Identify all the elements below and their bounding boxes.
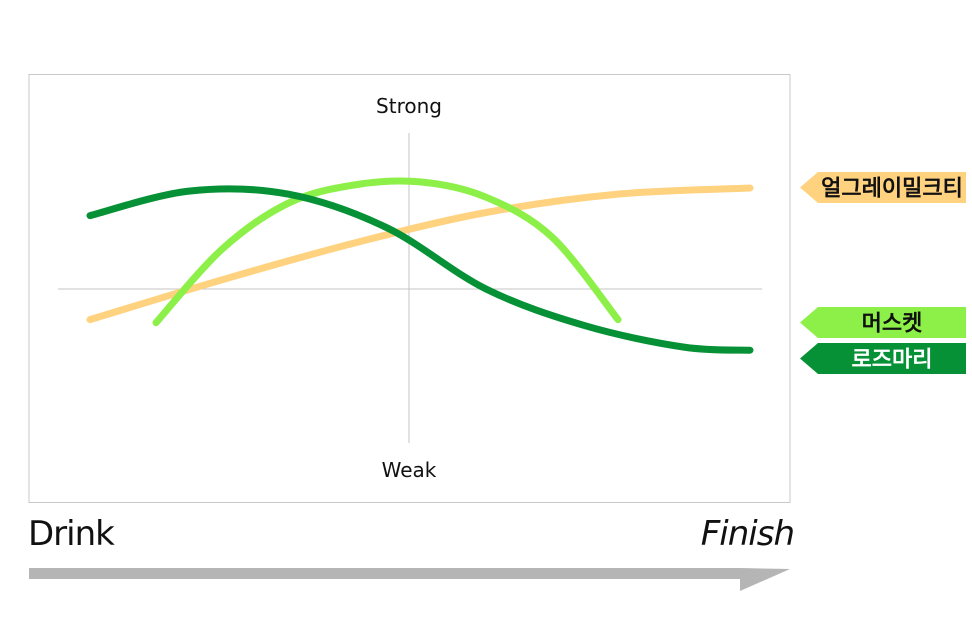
legend-label-2: 머스켓 [862, 312, 923, 337]
legend-swatch-1 [800, 172, 966, 203]
series-layer [86, 177, 754, 354]
series-line-1 [86, 184, 754, 324]
legend-swatch-2 [800, 307, 966, 338]
legend-item-3: 로즈마리 [800, 343, 966, 374]
legend-item-2: 머스켓 [800, 307, 966, 338]
legend-item-1: 얼그레이밀크티 [800, 172, 966, 203]
series-line-3 [86, 185, 754, 354]
y-bottom-label: Weak [382, 458, 437, 482]
legend-label-3: 로즈마리 [852, 348, 933, 373]
y-top-label: Strong [376, 94, 442, 118]
legend-swatch-3 [800, 343, 966, 374]
timeline-start-label: Drink [28, 514, 115, 554]
series-line-2 [152, 177, 622, 327]
legend-label-1: 얼그레이밀크티 [821, 177, 963, 202]
timeline-arrow [29, 568, 790, 591]
timeline-end-label: Finish [700, 514, 795, 554]
